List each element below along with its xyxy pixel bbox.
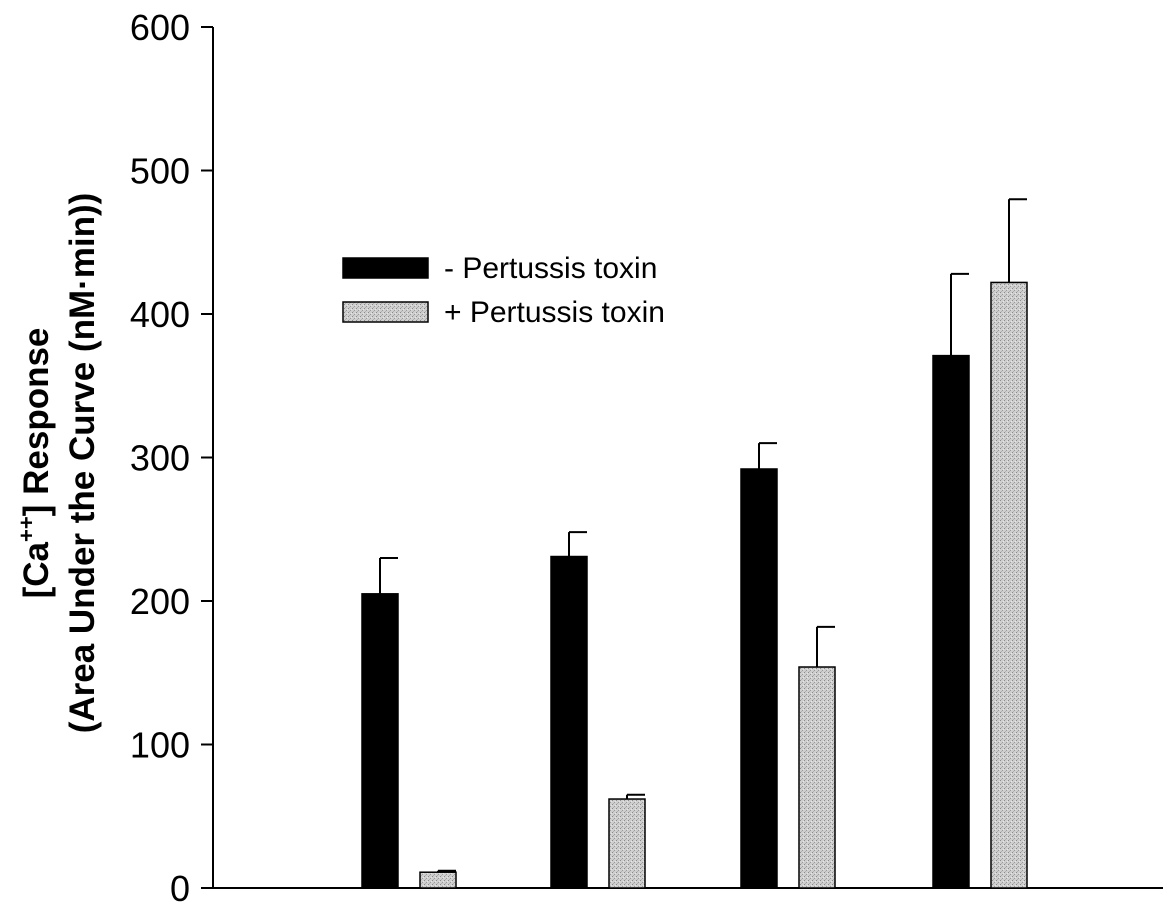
y-axis-title-superscript: ++ xyxy=(14,516,39,542)
bar xyxy=(932,354,970,889)
y-tick-label: 0 xyxy=(170,868,190,904)
bar xyxy=(419,871,457,889)
bar xyxy=(550,555,588,889)
legend-label: - Pertussis toxin xyxy=(444,252,657,285)
y-tick-label: 400 xyxy=(130,294,190,335)
bars xyxy=(361,198,1028,889)
bar xyxy=(608,798,646,889)
y-axis-title-line1: [Ca++] Response xyxy=(14,328,56,599)
y-tick-label: 100 xyxy=(130,725,190,766)
legend-swatch xyxy=(342,301,429,323)
y-axis-title-line2: (Area Under the Curve (nM·min)) xyxy=(63,193,102,734)
bar xyxy=(361,593,399,889)
y-tick-label: 200 xyxy=(130,581,190,622)
legend-swatch xyxy=(342,257,429,279)
y-axis-title-suffix: ] Response xyxy=(17,328,56,517)
legend-label: + Pertussis toxin xyxy=(444,296,665,329)
bar xyxy=(740,468,778,889)
y-tick-label: 600 xyxy=(130,7,190,48)
y-axis: 0 100 200 300 400 500 600 xyxy=(130,7,1163,904)
y-axis-title-prefix: [Ca xyxy=(17,541,56,598)
y-tick-label: 500 xyxy=(130,151,190,192)
bar xyxy=(798,666,836,889)
legend: - Pertussis toxin + Pertussis toxin xyxy=(342,252,665,329)
bar xyxy=(990,281,1028,889)
y-tick-label: 300 xyxy=(130,438,190,479)
